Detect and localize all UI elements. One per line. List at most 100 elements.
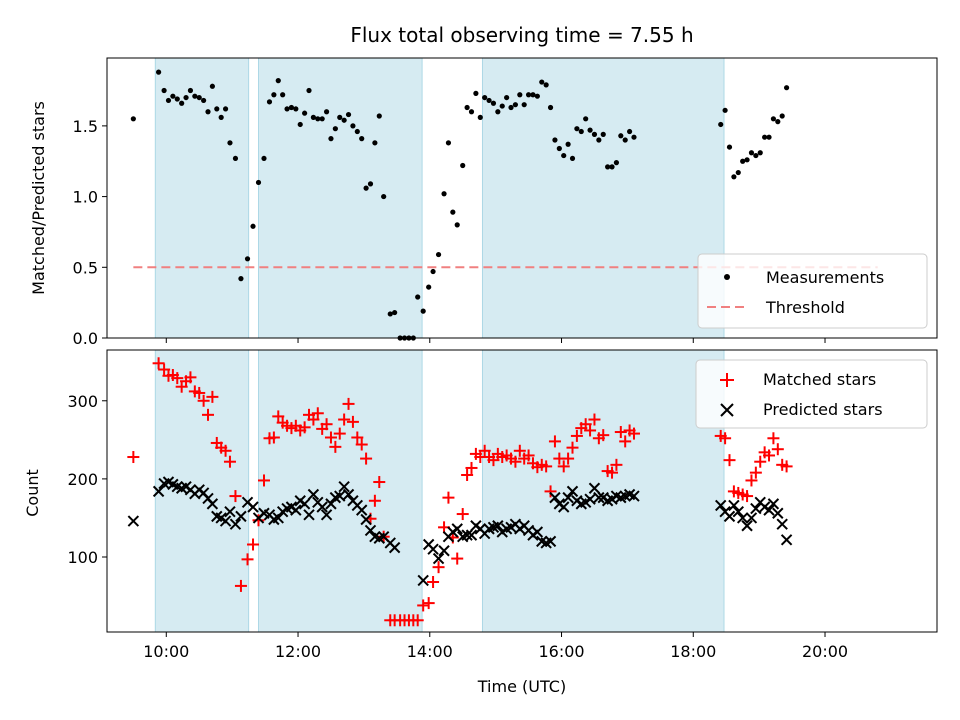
measurement-point: [337, 114, 343, 120]
matched-star-point: [741, 490, 754, 503]
matched-star-point: [562, 452, 575, 465]
matched-star-point: [745, 474, 758, 487]
predicted-star-point: [219, 515, 232, 527]
predicted-star-point: [235, 510, 247, 523]
predicted-star-point: [298, 498, 311, 510]
matched-star-point: [557, 460, 570, 473]
top-legend: Measurements Threshold: [697, 253, 928, 329]
predicted-star-point: [427, 543, 439, 555]
measurement-point: [622, 137, 628, 143]
measurement-point: [319, 116, 325, 122]
measurement-point: [477, 114, 483, 120]
legend-predicted-label: Predicted stars: [763, 400, 883, 419]
predicted-star-point: [465, 529, 478, 541]
measurement-point: [302, 110, 308, 116]
predicted-star-point: [247, 501, 259, 513]
y-tick-label: 1.5: [73, 117, 98, 136]
measurement-point: [179, 100, 185, 106]
predicted-star-point: [334, 490, 346, 502]
matched-star-point: [513, 444, 526, 457]
measurement-point: [310, 114, 317, 120]
measurement-point: [618, 133, 624, 139]
matched-star-point: [360, 452, 373, 465]
predicted-star-point: [303, 509, 315, 521]
predicted-star-point: [558, 501, 570, 513]
measurement-point: [445, 140, 452, 146]
measurement-point: [530, 92, 536, 98]
bottom-y-axis-label: Count: [23, 469, 42, 517]
predicted-star-point: [492, 520, 504, 532]
y-tick-label: 100: [67, 548, 98, 567]
matched-star-point: [723, 454, 736, 467]
matched-star-point: [333, 427, 346, 440]
matched-star-point: [320, 418, 333, 431]
measurement-point: [454, 222, 460, 228]
predicted-star-point: [290, 504, 302, 516]
predicted-star-point: [750, 502, 762, 515]
measurement-point: [605, 164, 611, 170]
measurement-point: [473, 90, 479, 96]
measurement-point: [201, 97, 207, 104]
measurement-point: [525, 92, 532, 98]
matched-star-point: [298, 421, 311, 434]
predicted-star-point: [767, 498, 780, 510]
predicted-star-point: [360, 513, 372, 526]
matched-star-point: [597, 429, 610, 442]
measurement-point: [766, 134, 772, 140]
matched-star-point: [307, 413, 320, 426]
matched-star-point: [373, 476, 386, 489]
measurement-point: [744, 157, 750, 163]
measurement-point: [306, 87, 312, 94]
measurement-point: [209, 83, 215, 89]
x-tick-label: 12:00: [275, 642, 321, 661]
matched-star-point: [522, 449, 535, 462]
measurement-point: [600, 131, 606, 137]
predicted-star-point: [628, 490, 640, 502]
bottom-x-ticks: 10:00 12:00 14:00 16:00 18:00 20:00: [143, 632, 848, 661]
matched-star-point: [272, 410, 285, 423]
matched-star-point: [614, 426, 627, 439]
shaded-interval-2: [481, 57, 725, 339]
predicted-star-point: [745, 512, 758, 524]
predicted-star-point: [776, 518, 788, 530]
predicted-star-point: [736, 512, 749, 524]
measurement-point: [731, 174, 737, 180]
measurement-point: [161, 87, 167, 94]
matched-star-point: [234, 579, 247, 592]
matched-star-point: [351, 431, 364, 444]
predicted-star-point: [438, 545, 450, 557]
measurement-point: [420, 308, 426, 314]
measurement-point: [539, 79, 545, 85]
measurement-point: [726, 144, 733, 150]
measurement-point: [332, 126, 338, 132]
matched-star-point: [579, 418, 592, 431]
top-panel: 0.0 0.5 1.0 1.5 Matched/Predicted stars Mea…: [29, 57, 938, 348]
matched-star-point: [763, 449, 776, 462]
predicted-star-point: [588, 482, 601, 494]
measurement-point: [556, 145, 562, 152]
matched-star-point: [127, 451, 140, 464]
measurement-point: [565, 141, 571, 147]
predicted-star-point: [763, 504, 775, 516]
matched-star-point: [478, 444, 491, 457]
predicted-star-point: [229, 518, 242, 530]
matched-star-point: [229, 490, 242, 503]
legend-threshold-label: Threshold: [765, 298, 845, 317]
measurement-point: [315, 116, 321, 122]
measurement-point: [486, 97, 492, 104]
measurement-point: [735, 169, 741, 176]
measurement-point: [596, 137, 602, 143]
top-y-ticks: 0.0 0.5 1.0 1.5: [73, 117, 107, 348]
top-y-axis-label: Matched/Predicted stars: [29, 101, 48, 295]
matched-star-point: [461, 468, 474, 481]
bottom-legend: Matched stars Predicted stars: [695, 359, 928, 429]
measurement-point: [490, 100, 497, 106]
bottom-legend-box: [695, 359, 928, 429]
matched-star-point: [252, 514, 265, 527]
measurement-point: [275, 78, 281, 84]
y-tick-label: 0.5: [73, 258, 98, 277]
predicted-star-point: [152, 485, 165, 498]
measurement-point: [770, 116, 777, 122]
measurement-point: [499, 103, 505, 109]
x-tick-label: 18:00: [670, 642, 716, 661]
